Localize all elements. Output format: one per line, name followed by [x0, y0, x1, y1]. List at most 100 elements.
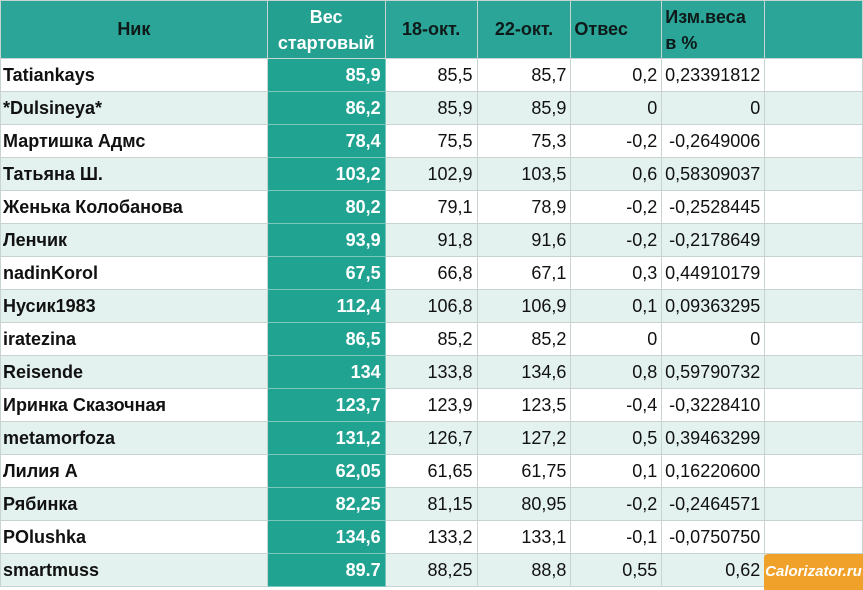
- cell-start-weight[interactable]: 134: [266, 355, 386, 389]
- cell-start-weight[interactable]: 82,25: [266, 487, 386, 521]
- col-nick-header[interactable]: Ник: [0, 0, 268, 59]
- cell-loss[interactable]: -0,2: [570, 487, 663, 521]
- cell-pct[interactable]: -0,0750750: [661, 520, 766, 554]
- cell-date1[interactable]: 81,15: [384, 487, 478, 521]
- cell-extra[interactable]: [764, 355, 863, 389]
- cell-loss[interactable]: -0,2: [570, 223, 663, 257]
- cell-start-weight[interactable]: 134,6: [266, 520, 386, 554]
- cell-loss[interactable]: 0,55: [570, 553, 663, 587]
- cell-date1[interactable]: 106,8: [384, 289, 478, 323]
- col-pct-header[interactable]: Изм.веса в %: [661, 0, 766, 59]
- cell-date2[interactable]: 85,2: [476, 322, 572, 356]
- cell-pct[interactable]: 0,62: [661, 553, 766, 587]
- cell-pct[interactable]: 0: [661, 322, 766, 356]
- cell-pct[interactable]: 0: [661, 91, 766, 125]
- cell-date2[interactable]: 75,3: [476, 124, 572, 158]
- col-date1-header[interactable]: 18-окт.: [384, 0, 478, 59]
- cell-date2[interactable]: 91,6: [476, 223, 572, 257]
- cell-date2[interactable]: 133,1: [476, 520, 572, 554]
- cell-date1[interactable]: 75,5: [384, 124, 478, 158]
- cell-nick[interactable]: nadinKorol: [0, 256, 268, 290]
- cell-pct[interactable]: -0,2464571: [661, 487, 766, 521]
- cell-date1[interactable]: 133,8: [384, 355, 478, 389]
- cell-nick[interactable]: metamorfoza: [0, 421, 268, 455]
- cell-extra[interactable]: [764, 388, 863, 422]
- cell-extra[interactable]: [764, 454, 863, 488]
- cell-start-weight[interactable]: 89.7: [266, 553, 386, 587]
- cell-pct[interactable]: 0,59790732: [661, 355, 766, 389]
- cell-nick[interactable]: Tatiankays: [0, 58, 268, 92]
- cell-date1[interactable]: 91,8: [384, 223, 478, 257]
- cell-loss[interactable]: 0,8: [570, 355, 663, 389]
- cell-date2[interactable]: 61,75: [476, 454, 572, 488]
- cell-nick[interactable]: Женька Колобанова: [0, 190, 268, 224]
- cell-date1[interactable]: 123,9: [384, 388, 478, 422]
- cell-pct[interactable]: 0,16220600: [661, 454, 766, 488]
- cell-date2[interactable]: 103,5: [476, 157, 572, 191]
- cell-date2[interactable]: 127,2: [476, 421, 572, 455]
- cell-nick[interactable]: Рябинка: [0, 487, 268, 521]
- cell-date1[interactable]: 126,7: [384, 421, 478, 455]
- cell-pct[interactable]: -0,2649006: [661, 124, 766, 158]
- cell-date1[interactable]: 85,5: [384, 58, 478, 92]
- cell-date1[interactable]: 79,1: [384, 190, 478, 224]
- cell-start-weight[interactable]: 85,9: [266, 58, 386, 92]
- col-start-weight-header[interactable]: Вес стартовый: [266, 0, 386, 59]
- cell-nick[interactable]: Иринка Сказочная: [0, 388, 268, 422]
- col-extra-header[interactable]: [764, 0, 863, 59]
- cell-extra[interactable]: [764, 421, 863, 455]
- cell-loss[interactable]: 0,5: [570, 421, 663, 455]
- cell-extra[interactable]: [764, 157, 863, 191]
- cell-nick[interactable]: Нусик1983: [0, 289, 268, 323]
- cell-date2[interactable]: 78,9: [476, 190, 572, 224]
- cell-start-weight[interactable]: 112,4: [266, 289, 386, 323]
- cell-nick[interactable]: *Dulsineya*: [0, 91, 268, 125]
- cell-nick[interactable]: Татьяна Ш.: [0, 157, 268, 191]
- cell-extra[interactable]: [764, 520, 863, 554]
- cell-extra[interactable]: [764, 487, 863, 521]
- cell-start-weight[interactable]: 78,4: [266, 124, 386, 158]
- cell-loss[interactable]: -0,4: [570, 388, 663, 422]
- cell-date2[interactable]: 85,7: [476, 58, 572, 92]
- cell-extra[interactable]: [764, 322, 863, 356]
- cell-loss[interactable]: 0,3: [570, 256, 663, 290]
- cell-pct[interactable]: -0,3228410: [661, 388, 766, 422]
- col-loss-header[interactable]: Отвес: [570, 0, 663, 59]
- cell-pct[interactable]: 0,39463299: [661, 421, 766, 455]
- cell-date2[interactable]: 123,5: [476, 388, 572, 422]
- cell-nick[interactable]: Reisende: [0, 355, 268, 389]
- cell-nick[interactable]: smartmuss: [0, 553, 268, 587]
- cell-loss[interactable]: 0,1: [570, 454, 663, 488]
- cell-extra[interactable]: [764, 124, 863, 158]
- cell-loss[interactable]: -0,1: [570, 520, 663, 554]
- cell-start-weight[interactable]: 86,2: [266, 91, 386, 125]
- cell-date2[interactable]: 85,9: [476, 91, 572, 125]
- cell-loss[interactable]: 0: [570, 322, 663, 356]
- col-date2-header[interactable]: 22-окт.: [476, 0, 572, 59]
- cell-start-weight[interactable]: 131,2: [266, 421, 386, 455]
- cell-date2[interactable]: 106,9: [476, 289, 572, 323]
- cell-loss[interactable]: 0,6: [570, 157, 663, 191]
- cell-pct[interactable]: 0,23391812: [661, 58, 766, 92]
- cell-extra[interactable]: [764, 256, 863, 290]
- cell-date1[interactable]: 85,2: [384, 322, 478, 356]
- cell-pct[interactable]: -0,2528445: [661, 190, 766, 224]
- cell-date2[interactable]: 134,6: [476, 355, 572, 389]
- cell-loss[interactable]: 0: [570, 91, 663, 125]
- cell-date1[interactable]: 61,65: [384, 454, 478, 488]
- cell-extra[interactable]: [764, 190, 863, 224]
- cell-date1[interactable]: 133,2: [384, 520, 478, 554]
- cell-date1[interactable]: 102,9: [384, 157, 478, 191]
- cell-start-weight[interactable]: 123,7: [266, 388, 386, 422]
- cell-pct[interactable]: 0,09363295: [661, 289, 766, 323]
- cell-extra[interactable]: [764, 91, 863, 125]
- cell-date2[interactable]: 67,1: [476, 256, 572, 290]
- cell-date1[interactable]: 66,8: [384, 256, 478, 290]
- cell-loss[interactable]: -0,2: [570, 190, 663, 224]
- cell-loss[interactable]: 0,2: [570, 58, 663, 92]
- cell-start-weight[interactable]: 93,9: [266, 223, 386, 257]
- cell-nick[interactable]: Ленчик: [0, 223, 268, 257]
- cell-nick[interactable]: POlushka: [0, 520, 268, 554]
- cell-extra[interactable]: [764, 289, 863, 323]
- cell-extra[interactable]: [764, 223, 863, 257]
